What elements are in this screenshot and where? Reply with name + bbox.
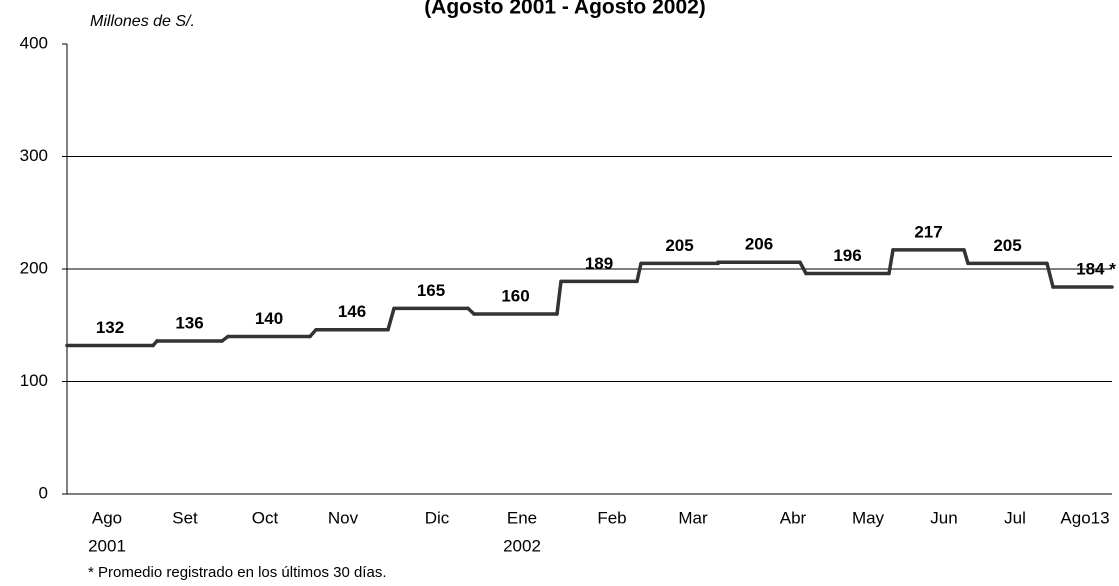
y-tick-label: 200	[20, 258, 48, 277]
x-tick-label: Oct	[252, 508, 279, 527]
x-tick-sublabel: 2002	[503, 536, 541, 555]
value-label: 165	[417, 281, 445, 300]
value-label: 189	[585, 254, 613, 273]
x-tick-label: Ene	[507, 508, 537, 527]
step-connector	[386, 306, 396, 332]
y-tick-label: 400	[20, 33, 48, 52]
x-tick-label: Ago	[92, 508, 122, 527]
value-label: 196	[833, 246, 861, 265]
value-label: 206	[745, 235, 773, 254]
x-tick-label: Feb	[597, 508, 626, 527]
x-tick-sublabel: 2001	[88, 536, 126, 555]
x-tick-label: Dic	[425, 508, 450, 527]
y-axis-label: Millones de S/.	[90, 13, 195, 30]
step-connector	[887, 248, 895, 276]
step-connector	[635, 261, 643, 284]
value-label: 136	[175, 313, 203, 332]
value-label: 160	[501, 286, 529, 305]
x-tick-label: Mar	[678, 508, 708, 527]
step-connector	[798, 260, 808, 276]
x-tick-label: Jul	[1004, 508, 1026, 527]
y-tick-label: 300	[20, 146, 48, 165]
x-tick-label: Ago13	[1060, 508, 1109, 527]
x-tick-label: May	[852, 508, 885, 527]
chart-title: (Agosto 2001 - Agosto 2002)	[424, 0, 706, 19]
step-connector	[962, 248, 970, 266]
value-label: 205	[665, 236, 693, 255]
value-label: 146	[338, 302, 366, 321]
x-tick-label: Set	[172, 508, 198, 527]
value-label: 217	[914, 222, 942, 241]
step-connector	[1045, 261, 1055, 289]
x-tick-label: Nov	[328, 508, 359, 527]
value-label: 184 *	[1076, 259, 1116, 278]
y-tick-label: 100	[20, 371, 48, 390]
x-tick-label: Jun	[930, 508, 957, 527]
footnote: * Promedio registrado en los últimos 30 …	[88, 564, 386, 581]
y-tick-label: 0	[39, 483, 48, 502]
step-connector	[555, 279, 563, 316]
x-tick-label: Abr	[780, 508, 807, 527]
value-label: 132	[96, 318, 124, 337]
value-label: 140	[255, 309, 283, 328]
value-label: 205	[993, 236, 1021, 255]
